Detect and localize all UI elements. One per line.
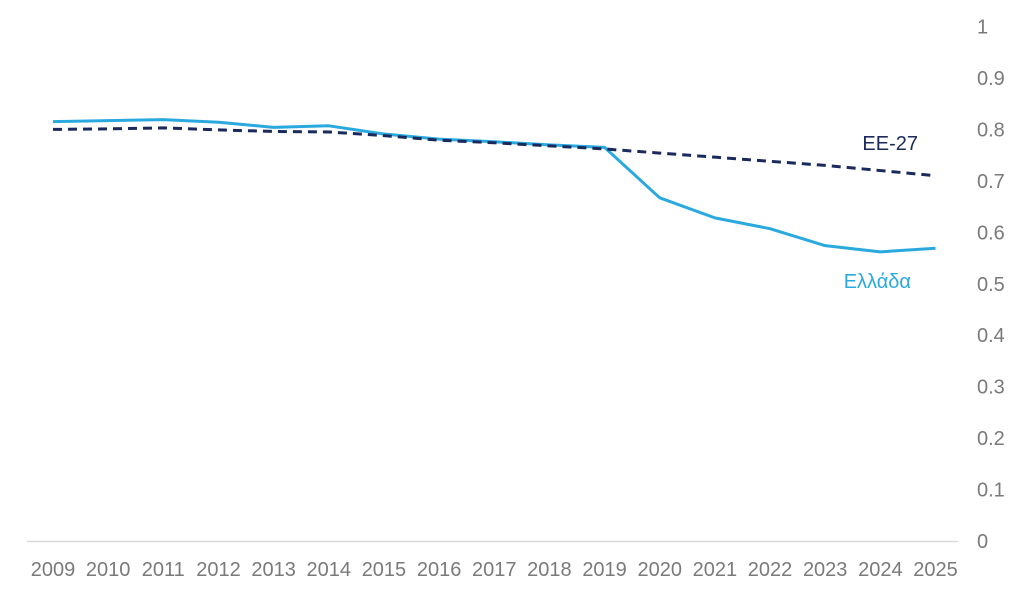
y-tick-label: 1: [977, 17, 988, 39]
x-tick-label: 2015: [362, 559, 407, 581]
y-tick-label: 0.5: [977, 274, 1005, 296]
x-tick-label: 2025: [913, 559, 958, 581]
series-label-ellada: Ελλάδα: [844, 271, 911, 293]
x-tick-label: 2009: [31, 559, 76, 581]
x-axis-labels: 2009 2010 2011 2012 2013 2014 2015 2016 2017 2018…: [31, 559, 958, 581]
y-tick-label: 0.3: [977, 377, 1005, 399]
y-tick-label: 0.9: [977, 68, 1005, 90]
y-tick-label: 0.8: [977, 119, 1005, 141]
y-axis-labels: 0 0.1 0.2 0.3 0.4 0.5 0.6 0.7 0.8 0.9 1: [977, 17, 1005, 554]
x-tick-label: 2017: [472, 559, 517, 581]
x-tick-label: 2020: [637, 559, 682, 581]
y-tick-label: 0.7: [977, 171, 1005, 193]
y-tick-label: 0: [977, 531, 988, 553]
x-tick-label: 2010: [86, 559, 131, 581]
y-tick-label: 0.2: [977, 428, 1005, 450]
series-line-EE-27: [52, 126, 936, 178]
y-tick-label: 0.1: [977, 480, 1005, 502]
series-line-Ελλάδα: [52, 118, 936, 254]
x-tick-label: 2016: [417, 559, 462, 581]
x-tick-label: 2012: [196, 559, 241, 581]
x-tick-label: 2024: [858, 559, 903, 581]
y-tick-label: 0.4: [977, 325, 1005, 347]
x-tick-label: 2021: [693, 559, 738, 581]
x-tick-label: 2023: [803, 559, 848, 581]
y-tick-label: 0.6: [977, 222, 1005, 244]
x-tick-label: 2018: [527, 559, 572, 581]
series-label-ee27: EE-27: [862, 133, 918, 155]
series-lines: [52, 118, 936, 254]
x-tick-label: 2011: [142, 559, 185, 581]
x-tick-label: 2022: [748, 559, 793, 581]
x-tick-label: 2019: [582, 559, 627, 581]
x-tick-label: 2014: [307, 559, 352, 581]
x-tick-label: 2013: [251, 559, 296, 581]
